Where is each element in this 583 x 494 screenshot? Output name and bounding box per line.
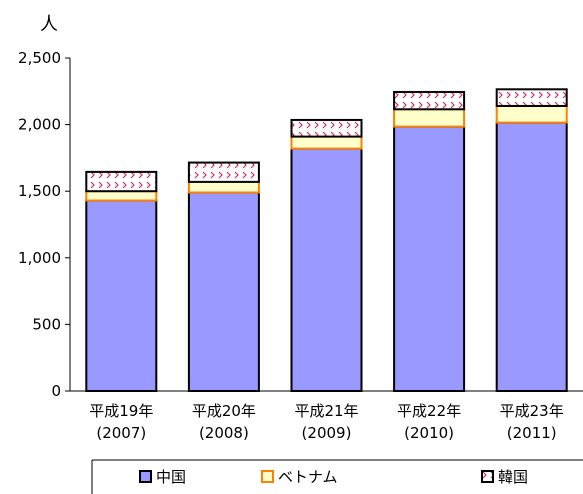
x-tick-label-year: 平成23年 (500, 402, 564, 420)
legend-swatch-china (139, 470, 152, 483)
legend-label-vietnam: ベトナム (278, 468, 338, 486)
bar-segment-korea-4 (495, 88, 568, 107)
x-tick-label-western-year: (2010) (404, 424, 454, 442)
x-tick-label-year: 平成22年 (397, 402, 461, 420)
legend-swatch-korea (481, 470, 494, 483)
y-axis-title: 人 (40, 14, 58, 35)
bar-segment-vietnam-2 (290, 135, 363, 150)
x-tick-label-year: 平成20年 (192, 402, 256, 420)
legend-label-china: 中国 (156, 468, 186, 486)
x-tick-label-western-year: (2007) (96, 424, 146, 442)
y-tick-label: 2,500 (18, 49, 61, 67)
legend: 中国 ベトナム 韓国 (91, 459, 583, 494)
bar-segment-vietnam-4 (495, 104, 568, 124)
bar-segment-vietnam-3 (393, 108, 466, 128)
bar-segment-china-4 (495, 121, 568, 393)
x-tick-label-western-year: (2008) (199, 424, 249, 442)
x-tick-label-western-year: (2009) (302, 424, 352, 442)
bar-segment-korea-1 (187, 161, 260, 183)
x-tick-label-year: 平成19年 (89, 402, 153, 420)
x-tick-label-year: 平成21年 (294, 402, 358, 420)
bars (85, 88, 568, 393)
y-tick-label: 500 (32, 315, 61, 333)
legend-swatch-vietnam (261, 470, 274, 483)
legend-label-korea: 韓国 (498, 468, 528, 486)
bar-segment-china-1 (187, 191, 260, 392)
bar-segment-korea-0 (85, 170, 158, 193)
y-tick-label: 0 (51, 382, 61, 400)
bar-segment-china-0 (85, 199, 158, 392)
bar-segment-vietnam-0 (85, 190, 158, 202)
y-tick-label: 2,000 (18, 116, 61, 134)
bar-segment-vietnam-1 (187, 180, 260, 194)
y-tick-label: 1,500 (18, 182, 61, 200)
bar-segment-korea-3 (393, 90, 466, 111)
bar-segment-china-3 (393, 125, 466, 393)
y-axis: 0 500 1,000 1,500 2,000 2,500 (18, 49, 71, 400)
x-tick-label-western-year: (2011) (507, 424, 557, 442)
y-tick-label: 1,000 (18, 249, 61, 267)
x-axis: 平成19年 (2007) 平成20年 (2008) 平成21年 (2009) 平成22年 (2… (70, 390, 583, 442)
bar-segment-korea-2 (290, 118, 363, 138)
bar-segment-china-2 (290, 147, 363, 392)
